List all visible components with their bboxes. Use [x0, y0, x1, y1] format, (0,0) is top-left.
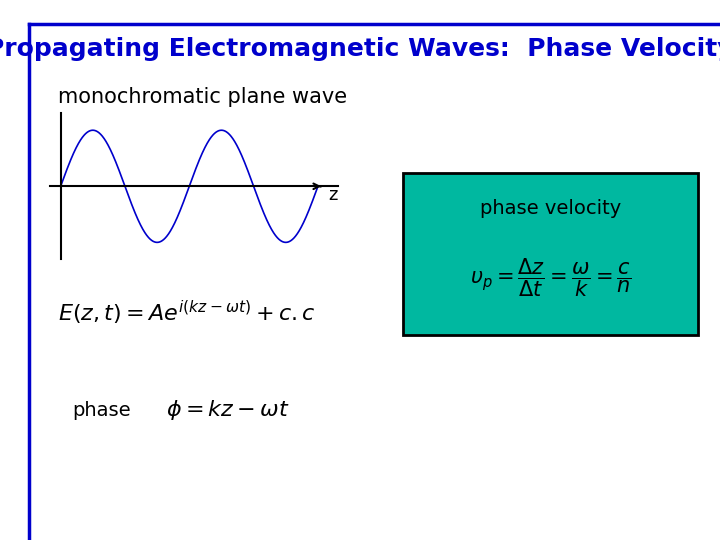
Text: phase: phase [72, 401, 130, 420]
Text: monochromatic plane wave: monochromatic plane wave [58, 87, 347, 107]
Text: Propagating Electromagnetic Waves:  Phase Velocity: Propagating Electromagnetic Waves: Phase… [0, 37, 720, 60]
Text: phase velocity: phase velocity [480, 199, 621, 218]
Text: $\upsilon_p = \dfrac{\Delta z}{\Delta t} = \dfrac{\omega}{k} = \dfrac{c}{n}$: $\upsilon_p = \dfrac{\Delta z}{\Delta t}… [470, 257, 631, 299]
Text: $\phi = kz - \omega t$: $\phi = kz - \omega t$ [166, 399, 289, 422]
Text: $E(z,t) = Ae^{i(kz-\omega t)} + c.c$: $E(z,t) = Ae^{i(kz-\omega t)} + c.c$ [58, 299, 315, 327]
Text: z: z [328, 186, 338, 204]
FancyBboxPatch shape [403, 173, 698, 335]
